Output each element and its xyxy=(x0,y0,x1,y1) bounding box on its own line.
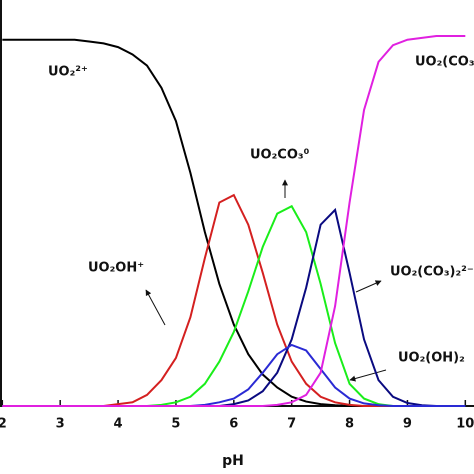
x-tick-label: 4 xyxy=(114,417,123,432)
series-label: UO₂(CO₃)₃⁴⁻ xyxy=(415,55,474,70)
series-line xyxy=(2,204,466,407)
x-tick-label: 6 xyxy=(229,417,238,432)
plot-area: 2 3 4 5 6 7 8 9 10 xyxy=(0,35,474,432)
series-label: UO₂OH⁺ xyxy=(88,261,144,276)
x-axis-label: pH xyxy=(222,453,244,469)
series-label: UO₂(CO₃)₂²⁻ xyxy=(390,265,474,280)
x-tick-label: 3 xyxy=(56,417,65,432)
x-tick-label: 9 xyxy=(403,417,412,432)
series-label: UO₂²⁺ xyxy=(48,65,88,80)
series-line xyxy=(2,35,466,407)
x-tick-label: 10 xyxy=(456,417,474,432)
series-line xyxy=(2,343,466,407)
series-line xyxy=(2,193,466,407)
x-tick-label: 2 xyxy=(0,417,7,432)
x-tick-label: 5 xyxy=(171,417,180,432)
arrow xyxy=(145,289,166,326)
series-label: UO₂(OH)₂ xyxy=(398,351,465,366)
x-tick-label: 8 xyxy=(345,417,354,432)
series-label: UO₂CO₃⁰ xyxy=(250,148,310,163)
arrow xyxy=(355,280,382,293)
arrow xyxy=(349,369,387,382)
series-line xyxy=(2,38,466,407)
x-tick-label: 7 xyxy=(287,417,296,432)
series-line xyxy=(2,207,466,407)
